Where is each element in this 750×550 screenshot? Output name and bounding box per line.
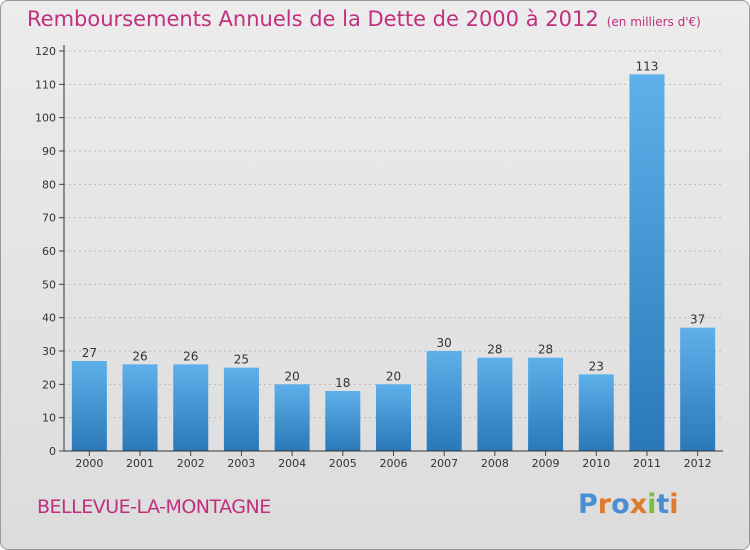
y-tick-label: 0 (49, 445, 56, 458)
chart-unit: (en milliers d'€) (606, 15, 701, 29)
y-tick-label: 60 (42, 245, 56, 258)
bar-2012 (680, 327, 716, 451)
commune-name: BELLEVUE-LA-MONTAGNE (37, 496, 271, 518)
x-tick-label: 2007 (430, 457, 458, 470)
chart-title: Remboursements Annuels de la Dette de 20… (27, 7, 701, 31)
data-labels: 27 26 26 25 20 18 20 30 28 28 23 113 37 (82, 59, 706, 390)
y-tick-label: 110 (35, 78, 56, 91)
y-tick-label: 40 (42, 312, 56, 325)
data-label: 113 (636, 59, 659, 73)
y-tick-label: 90 (42, 145, 56, 158)
x-tick-label: 2009 (532, 457, 560, 470)
logo-letter: i (647, 489, 657, 520)
bar-2010 (578, 374, 614, 451)
proxiti-logo: Proxiti (578, 489, 679, 520)
bar-2011 (629, 74, 665, 451)
y-tick-label: 10 (42, 412, 56, 425)
x-axis-ticks: 2000 2001 2002 2003 2004 2005 2006 2007 2008 2009… (75, 451, 712, 470)
x-tick-label: 2004 (278, 457, 306, 470)
x-tick-label: 2006 (380, 457, 408, 470)
data-label: 20 (386, 369, 401, 383)
data-label: 28 (487, 343, 502, 357)
data-label: 25 (234, 353, 249, 367)
bar-2004 (274, 384, 310, 451)
data-label: 26 (132, 349, 147, 363)
data-label: 26 (183, 349, 198, 363)
grid-lines (64, 50, 723, 419)
bar-2005 (325, 391, 361, 451)
y-tick-label: 100 (35, 112, 56, 125)
logo-letter: t (656, 489, 670, 520)
data-label: 30 (437, 336, 452, 350)
bar-2008 (477, 357, 513, 451)
data-label: 18 (335, 376, 350, 390)
x-tick-label: 2005 (329, 457, 357, 470)
x-tick-label: 2001 (126, 457, 154, 470)
bar-2007 (426, 351, 462, 451)
x-tick-label: 2008 (481, 457, 509, 470)
data-label: 37 (690, 313, 705, 327)
x-tick-label: 2003 (227, 457, 255, 470)
bar-2006 (376, 384, 411, 451)
y-tick-label: 30 (42, 345, 56, 358)
x-tick-label: 2002 (177, 457, 205, 470)
chart-title-text: Remboursements Annuels de la Dette de 20… (27, 7, 599, 31)
bar-2002 (173, 364, 209, 451)
logo-letter: i (669, 489, 679, 520)
x-tick-label: 2012 (684, 457, 712, 470)
data-label: 27 (82, 346, 97, 360)
bar-2001 (122, 364, 158, 451)
y-tick-label: 80 (42, 178, 56, 191)
logo-letter: o (611, 489, 630, 520)
x-tick-label: 2000 (75, 457, 103, 470)
y-tick-label: 50 (42, 278, 56, 291)
y-axis-ticks: 0 10 20 30 40 50 60 70 80 90 100 110 120 (35, 45, 64, 458)
x-tick-label: 2010 (582, 457, 610, 470)
x-tick-label: 2011 (633, 457, 661, 470)
bar-2009 (528, 357, 564, 451)
bar-2000 (71, 361, 107, 451)
axes (63, 45, 723, 452)
data-label: 28 (538, 343, 553, 357)
logo-letter: x (629, 489, 648, 520)
y-tick-label: 20 (42, 378, 56, 391)
logo-letter: P (578, 489, 598, 520)
bar-2003 (223, 367, 259, 451)
bars (71, 74, 716, 451)
y-tick-label: 120 (35, 45, 56, 58)
data-label: 23 (589, 359, 604, 373)
y-tick-label: 70 (42, 212, 56, 225)
logo-letter: r (597, 489, 612, 520)
data-label: 20 (284, 369, 299, 383)
